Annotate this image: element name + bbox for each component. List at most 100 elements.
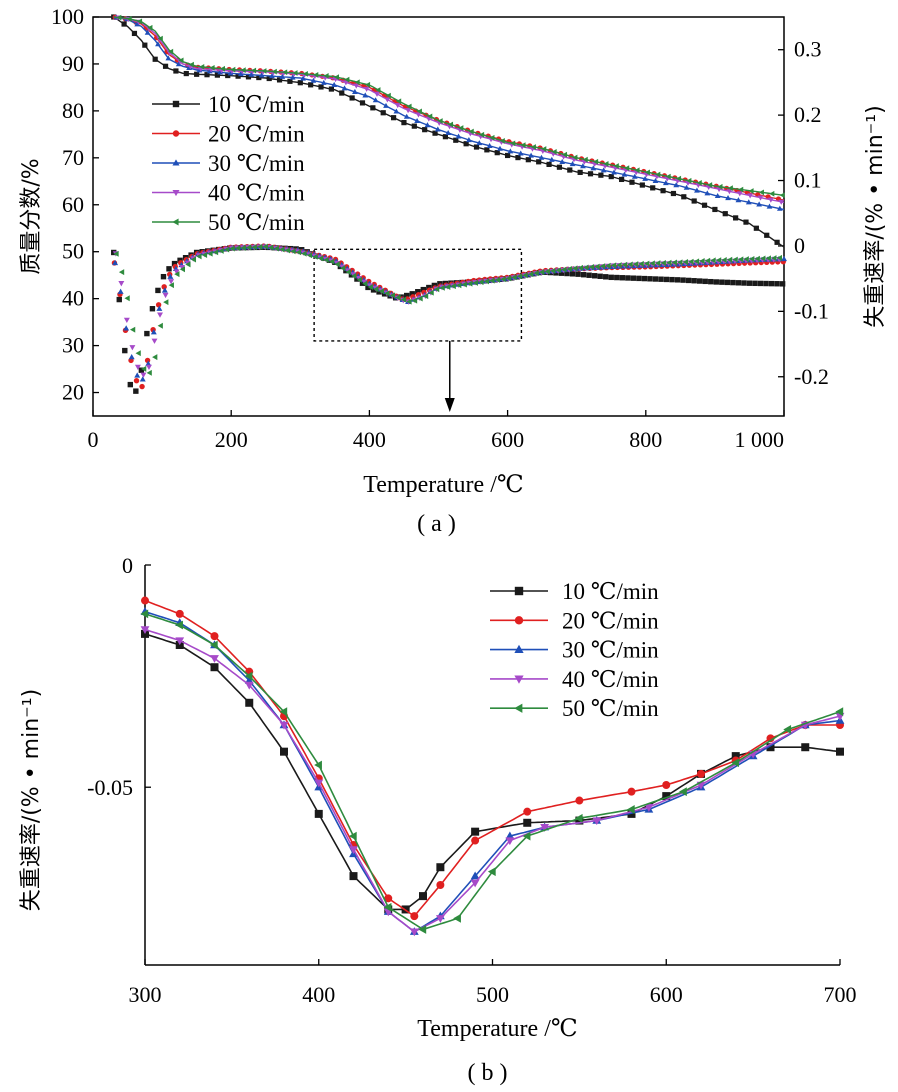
dtg-point xyxy=(384,290,390,297)
dtg-point xyxy=(268,244,274,251)
tg-point xyxy=(282,69,288,76)
dtg-point xyxy=(415,289,421,295)
tg-point xyxy=(240,67,246,73)
data-point-b xyxy=(766,743,775,752)
y-tick-label-b: -0.05 xyxy=(87,775,133,800)
dtg-point xyxy=(671,259,677,266)
data-point-b xyxy=(383,902,392,912)
data-point-b xyxy=(836,747,844,756)
dtg-point xyxy=(779,281,786,287)
dtg-point xyxy=(625,275,631,281)
dtg-point xyxy=(301,250,307,257)
tg-point xyxy=(561,151,568,158)
dtg-point xyxy=(732,256,738,263)
dtg-point xyxy=(608,274,614,281)
legend-b: 10 ℃/min 20 ℃/min 30 ℃/min 40 ℃/min 50 ℃/min xyxy=(490,579,659,721)
dtg-point xyxy=(389,292,396,299)
dtg-point xyxy=(693,258,700,265)
tg-point xyxy=(194,71,200,77)
dtg-point xyxy=(223,246,230,253)
tg-point xyxy=(353,83,360,89)
tg-point xyxy=(745,199,752,205)
dtg-point xyxy=(157,312,163,318)
dtg-point xyxy=(621,261,628,268)
tg-point xyxy=(416,108,422,115)
tg-point xyxy=(302,70,308,77)
dtg-point xyxy=(323,256,329,263)
dtg-point xyxy=(171,260,178,267)
dtg-point xyxy=(112,259,119,266)
tg-point xyxy=(489,134,495,141)
series-line-b xyxy=(144,599,840,916)
dtg-point xyxy=(138,367,145,373)
tg-point xyxy=(394,103,401,109)
y-right-tick-label-a: 0.1 xyxy=(794,168,822,193)
dtg-point xyxy=(161,284,167,290)
tg-point xyxy=(580,163,586,169)
tg-point xyxy=(437,118,443,124)
series-line-b xyxy=(144,628,841,932)
tg-point xyxy=(722,211,728,217)
legend-item-a: 40 ℃/min xyxy=(152,181,305,206)
tg-point xyxy=(559,158,566,164)
dtg-point xyxy=(411,297,418,304)
tg-series-4 xyxy=(113,14,785,199)
tg-point xyxy=(245,74,252,80)
tg-point xyxy=(269,73,275,79)
tg-point xyxy=(733,215,739,221)
data-point-b xyxy=(245,698,254,707)
tg-point xyxy=(484,147,490,153)
dtg-point xyxy=(550,267,556,274)
tg-point xyxy=(219,65,225,72)
dtg-point xyxy=(373,286,379,293)
legend-item-a: 20 ℃/min xyxy=(152,122,305,147)
tg-point xyxy=(323,72,329,79)
tg-point xyxy=(577,169,583,175)
legend-marker xyxy=(172,159,180,166)
tg-point xyxy=(331,81,338,88)
dtg-point xyxy=(128,354,135,360)
dtg-point xyxy=(146,369,152,376)
tg-point xyxy=(230,66,236,73)
dtg-point xyxy=(127,381,134,388)
tg-point xyxy=(520,142,526,149)
y-axis-label-b: 失重速率/(% • min⁻¹) xyxy=(19,689,44,911)
legend-label: 50 ℃/min xyxy=(208,210,305,235)
dtg-point xyxy=(295,249,302,256)
dtg-point xyxy=(422,293,429,300)
data-point-b xyxy=(175,620,183,630)
tg-point xyxy=(279,73,286,79)
dtg-point xyxy=(619,275,626,281)
y-right-tick-label-a: -0.2 xyxy=(794,364,829,389)
y-left-tick-label-a: 100 xyxy=(51,4,84,29)
tg-point xyxy=(701,202,708,208)
tg-point xyxy=(352,88,358,94)
y-axis-label-left-a: 质量分数/% xyxy=(19,158,44,274)
tg-point xyxy=(621,171,628,177)
data-point-b xyxy=(384,894,393,903)
dtg-point xyxy=(160,273,167,280)
x-tick-label-b: 700 xyxy=(824,982,857,1007)
tg-point xyxy=(634,167,640,174)
data-point-b xyxy=(210,655,219,663)
legend-marker xyxy=(172,130,180,137)
dtg-point xyxy=(588,264,595,270)
tg-point xyxy=(567,167,573,173)
tg-point xyxy=(261,68,267,74)
tg-point xyxy=(707,182,713,188)
dtg-point xyxy=(516,273,523,280)
tg-point xyxy=(380,110,386,116)
data-point-b xyxy=(575,796,584,805)
dtg-point xyxy=(564,270,570,277)
dtg-point xyxy=(713,279,719,285)
dtg-point xyxy=(168,279,175,285)
tg-point xyxy=(406,103,412,110)
tg-point xyxy=(147,24,153,31)
dtg-point xyxy=(157,322,163,329)
dtg-point xyxy=(544,268,550,275)
dtg-point xyxy=(572,265,578,272)
dtg-point xyxy=(133,377,140,384)
dtg-point xyxy=(251,244,257,251)
tg-point xyxy=(569,161,576,167)
y-left-tick-label-a: 30 xyxy=(62,333,84,358)
